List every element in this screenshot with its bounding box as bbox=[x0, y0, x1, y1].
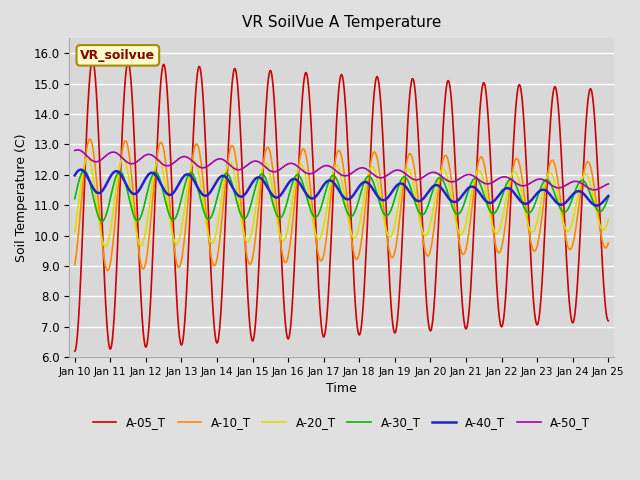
A-50_T bbox=[220, 157, 228, 163]
Line: A-20_T: A-20_T bbox=[75, 157, 608, 247]
A-10_T bbox=[497, 247, 504, 253]
A-10_T bbox=[104, 268, 111, 274]
A-30_T bbox=[357, 189, 365, 194]
A-20_T bbox=[497, 222, 504, 228]
A-05_T bbox=[220, 253, 228, 259]
A-05_T bbox=[89, 58, 97, 63]
A-50_T bbox=[497, 175, 504, 180]
A-30_T bbox=[604, 195, 612, 201]
Y-axis label: Soil Temperature (C): Soil Temperature (C) bbox=[15, 133, 28, 262]
A-40_T bbox=[593, 203, 600, 208]
A-30_T bbox=[98, 218, 106, 224]
A-30_T bbox=[71, 196, 79, 202]
A-30_T bbox=[80, 168, 88, 173]
A-20_T bbox=[369, 164, 376, 170]
A-50_T bbox=[604, 181, 612, 187]
A-10_T bbox=[573, 221, 580, 227]
A-05_T bbox=[604, 318, 612, 324]
Line: A-50_T: A-50_T bbox=[75, 150, 608, 190]
A-30_T bbox=[220, 172, 228, 178]
A-40_T bbox=[572, 189, 580, 195]
A-20_T bbox=[573, 201, 580, 206]
A-30_T bbox=[497, 197, 504, 203]
X-axis label: Time: Time bbox=[326, 383, 357, 396]
A-30_T bbox=[369, 178, 376, 184]
A-05_T bbox=[71, 348, 79, 354]
A-40_T bbox=[497, 190, 504, 196]
Text: VR_soilvue: VR_soilvue bbox=[80, 49, 156, 62]
Legend: A-05_T, A-10_T, A-20_T, A-30_T, A-40_T, A-50_T: A-05_T, A-10_T, A-20_T, A-30_T, A-40_T, … bbox=[88, 411, 595, 433]
A-05_T bbox=[572, 299, 580, 304]
A-20_T bbox=[357, 212, 365, 218]
Line: A-30_T: A-30_T bbox=[75, 170, 608, 221]
A-05_T bbox=[557, 152, 565, 158]
A-20_T bbox=[220, 179, 228, 184]
A-40_T bbox=[357, 181, 365, 187]
A-05_T bbox=[357, 327, 365, 333]
A-40_T bbox=[369, 186, 376, 192]
A-10_T bbox=[71, 262, 79, 268]
A-40_T bbox=[604, 193, 612, 199]
A-30_T bbox=[557, 207, 565, 213]
A-10_T bbox=[86, 136, 93, 142]
A-05_T bbox=[497, 322, 504, 328]
A-10_T bbox=[220, 194, 228, 200]
A-30_T bbox=[573, 185, 580, 191]
Line: A-40_T: A-40_T bbox=[75, 169, 608, 205]
A-40_T bbox=[557, 202, 565, 207]
A-50_T bbox=[71, 148, 79, 154]
A-10_T bbox=[604, 240, 612, 246]
A-20_T bbox=[604, 217, 612, 223]
A-20_T bbox=[102, 244, 109, 250]
A-10_T bbox=[357, 240, 365, 246]
A-20_T bbox=[84, 154, 92, 160]
A-10_T bbox=[557, 206, 565, 212]
A-40_T bbox=[77, 167, 84, 172]
A-50_T bbox=[74, 147, 81, 153]
A-50_T bbox=[557, 185, 565, 191]
A-40_T bbox=[220, 173, 228, 179]
A-05_T bbox=[369, 113, 376, 119]
A-20_T bbox=[557, 213, 565, 218]
Line: A-05_T: A-05_T bbox=[75, 60, 608, 351]
A-40_T bbox=[71, 172, 79, 178]
A-20_T bbox=[71, 228, 79, 234]
A-10_T bbox=[369, 151, 376, 157]
A-50_T bbox=[572, 179, 580, 184]
Line: A-10_T: A-10_T bbox=[75, 139, 608, 271]
A-50_T bbox=[357, 165, 365, 171]
Title: VR SoilVue A Temperature: VR SoilVue A Temperature bbox=[242, 15, 441, 30]
A-50_T bbox=[369, 171, 376, 177]
A-50_T bbox=[590, 187, 598, 193]
